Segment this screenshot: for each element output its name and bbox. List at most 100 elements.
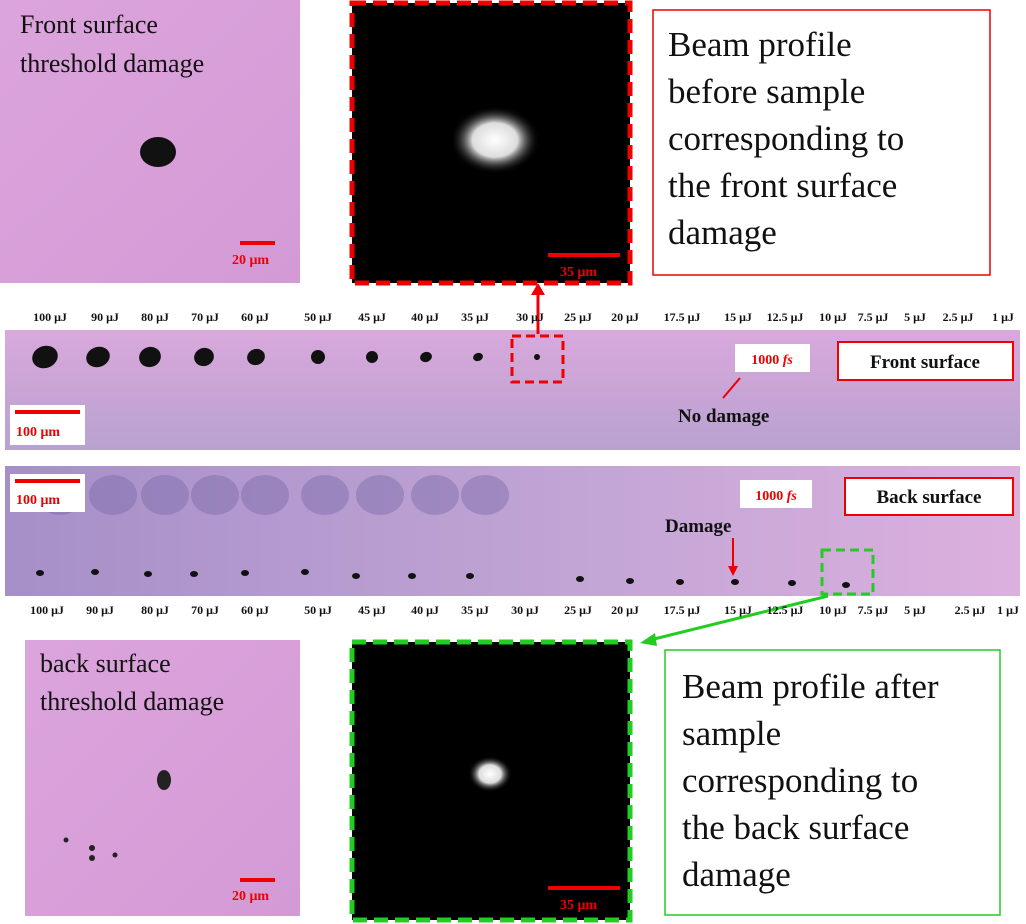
damage-spot bbox=[466, 573, 474, 579]
damage-spot bbox=[36, 570, 44, 576]
halo bbox=[191, 475, 239, 515]
halo bbox=[89, 475, 137, 515]
damage-spot bbox=[89, 855, 95, 861]
energy-label: 17.5 μJ bbox=[664, 603, 701, 617]
damage-spot bbox=[241, 570, 249, 576]
damage-spot bbox=[64, 838, 69, 843]
energy-label: 70 μJ bbox=[191, 603, 219, 617]
energy-label: 60 μJ bbox=[241, 310, 269, 324]
energy-label: 25 μJ bbox=[564, 603, 592, 617]
damage-spot bbox=[408, 573, 416, 579]
energy-label: 60 μJ bbox=[241, 603, 269, 617]
damage-spot bbox=[626, 578, 634, 584]
surface-label: Back surface bbox=[876, 487, 981, 508]
caption-line: damage bbox=[682, 855, 791, 894]
energy-label: 90 μJ bbox=[86, 603, 114, 617]
figure: Front surface threshold damage 20 μm 35 … bbox=[0, 0, 1026, 924]
energy-label: 80 μJ bbox=[141, 603, 169, 617]
damage-spot bbox=[91, 569, 99, 575]
energy-label: 30 μJ bbox=[516, 310, 544, 324]
energy-label: 10 μJ bbox=[819, 310, 847, 324]
damage-spot bbox=[113, 853, 118, 858]
scale-label: 100 μm bbox=[16, 425, 60, 440]
damage-spot bbox=[676, 579, 684, 585]
halo bbox=[461, 475, 509, 515]
scale-label: 35 μm bbox=[560, 898, 597, 913]
arrow-head bbox=[640, 633, 657, 646]
energy-label: 50 μJ bbox=[304, 603, 332, 617]
damage-spot bbox=[301, 569, 309, 575]
energy-label: 2.5 μJ bbox=[955, 603, 986, 617]
halo bbox=[356, 475, 404, 515]
energy-label: 10 μJ bbox=[819, 603, 847, 617]
pulse-value: 1000 bbox=[751, 353, 779, 368]
note: No damage bbox=[678, 406, 769, 427]
energy-label: 1 μJ bbox=[992, 310, 1014, 324]
scale-label: 20 μm bbox=[232, 253, 269, 268]
pulse-label: 1000 fs bbox=[751, 353, 793, 368]
energy-label: 25 μJ bbox=[564, 310, 592, 324]
caption-line: sample bbox=[682, 714, 781, 753]
energy-label: 17.5 μJ bbox=[664, 310, 701, 324]
energy-label: 45 μJ bbox=[358, 310, 386, 324]
halo bbox=[301, 475, 349, 515]
damage-spot bbox=[157, 770, 171, 790]
energy-label: 35 μJ bbox=[461, 310, 489, 324]
label: threshold damage bbox=[40, 687, 224, 716]
beam-spot bbox=[450, 106, 540, 174]
damage-spot bbox=[144, 571, 152, 577]
pulse-value: 1000 bbox=[755, 489, 783, 504]
energy-label: 7.5 μJ bbox=[858, 603, 889, 617]
energy-label: 1 μJ bbox=[997, 603, 1019, 617]
energy-label: 90 μJ bbox=[91, 310, 119, 324]
energy-label: 15 μJ bbox=[724, 603, 752, 617]
caption-line: damage bbox=[668, 213, 777, 252]
damage-spot bbox=[576, 576, 584, 582]
beam-spot bbox=[468, 756, 512, 792]
energy-label: 100 μJ bbox=[30, 603, 64, 617]
damage-spot bbox=[89, 845, 95, 851]
energy-label: 20 μJ bbox=[611, 603, 639, 617]
damage-spot bbox=[731, 579, 739, 585]
label: threshold damage bbox=[20, 49, 204, 78]
energy-label: 45 μJ bbox=[358, 603, 386, 617]
halo bbox=[411, 475, 459, 515]
pulse-unit: fs bbox=[787, 489, 798, 504]
pulse-label: 1000 fs bbox=[755, 489, 797, 504]
scale-label: 20 μm bbox=[232, 889, 269, 904]
energy-label: 12.5 μJ bbox=[767, 310, 804, 324]
energy-label: 40 μJ bbox=[411, 310, 439, 324]
energy-label: 80 μJ bbox=[141, 310, 169, 324]
pulse-unit: fs bbox=[783, 353, 794, 368]
damage-spot bbox=[788, 580, 796, 586]
caption-line: corresponding to bbox=[682, 761, 918, 800]
energy-label: 70 μJ bbox=[191, 310, 219, 324]
energy-label: 30 μJ bbox=[511, 603, 539, 617]
surface-label: Front surface bbox=[870, 352, 980, 373]
label: back surface bbox=[40, 649, 171, 678]
halo bbox=[141, 475, 189, 515]
scale-label: 35 μm bbox=[560, 265, 597, 280]
energy-label: 5 μJ bbox=[904, 603, 926, 617]
energy-label: 5 μJ bbox=[904, 310, 926, 324]
damage-spot bbox=[352, 573, 360, 579]
damage-spot bbox=[842, 582, 850, 588]
caption-line: the back surface bbox=[682, 808, 909, 847]
scale-label: 100 μm bbox=[16, 493, 60, 508]
caption-line: Beam profile after bbox=[682, 667, 939, 706]
energy-label: 12.5 μJ bbox=[767, 603, 804, 617]
energy-label: 2.5 μJ bbox=[943, 310, 974, 324]
energy-label: 100 μJ bbox=[33, 310, 67, 324]
label: Front surface bbox=[20, 10, 158, 39]
energy-label: 50 μJ bbox=[304, 310, 332, 324]
halo bbox=[241, 475, 289, 515]
caption-line: before sample bbox=[668, 72, 865, 111]
note: Damage bbox=[665, 516, 731, 537]
energy-label: 15 μJ bbox=[724, 310, 752, 324]
energy-label: 20 μJ bbox=[611, 310, 639, 324]
energy-label: 7.5 μJ bbox=[858, 310, 889, 324]
energy-label: 40 μJ bbox=[411, 603, 439, 617]
caption-line: the front surface bbox=[668, 166, 897, 205]
caption-line: corresponding to bbox=[668, 119, 904, 158]
damage-spot bbox=[190, 571, 198, 577]
